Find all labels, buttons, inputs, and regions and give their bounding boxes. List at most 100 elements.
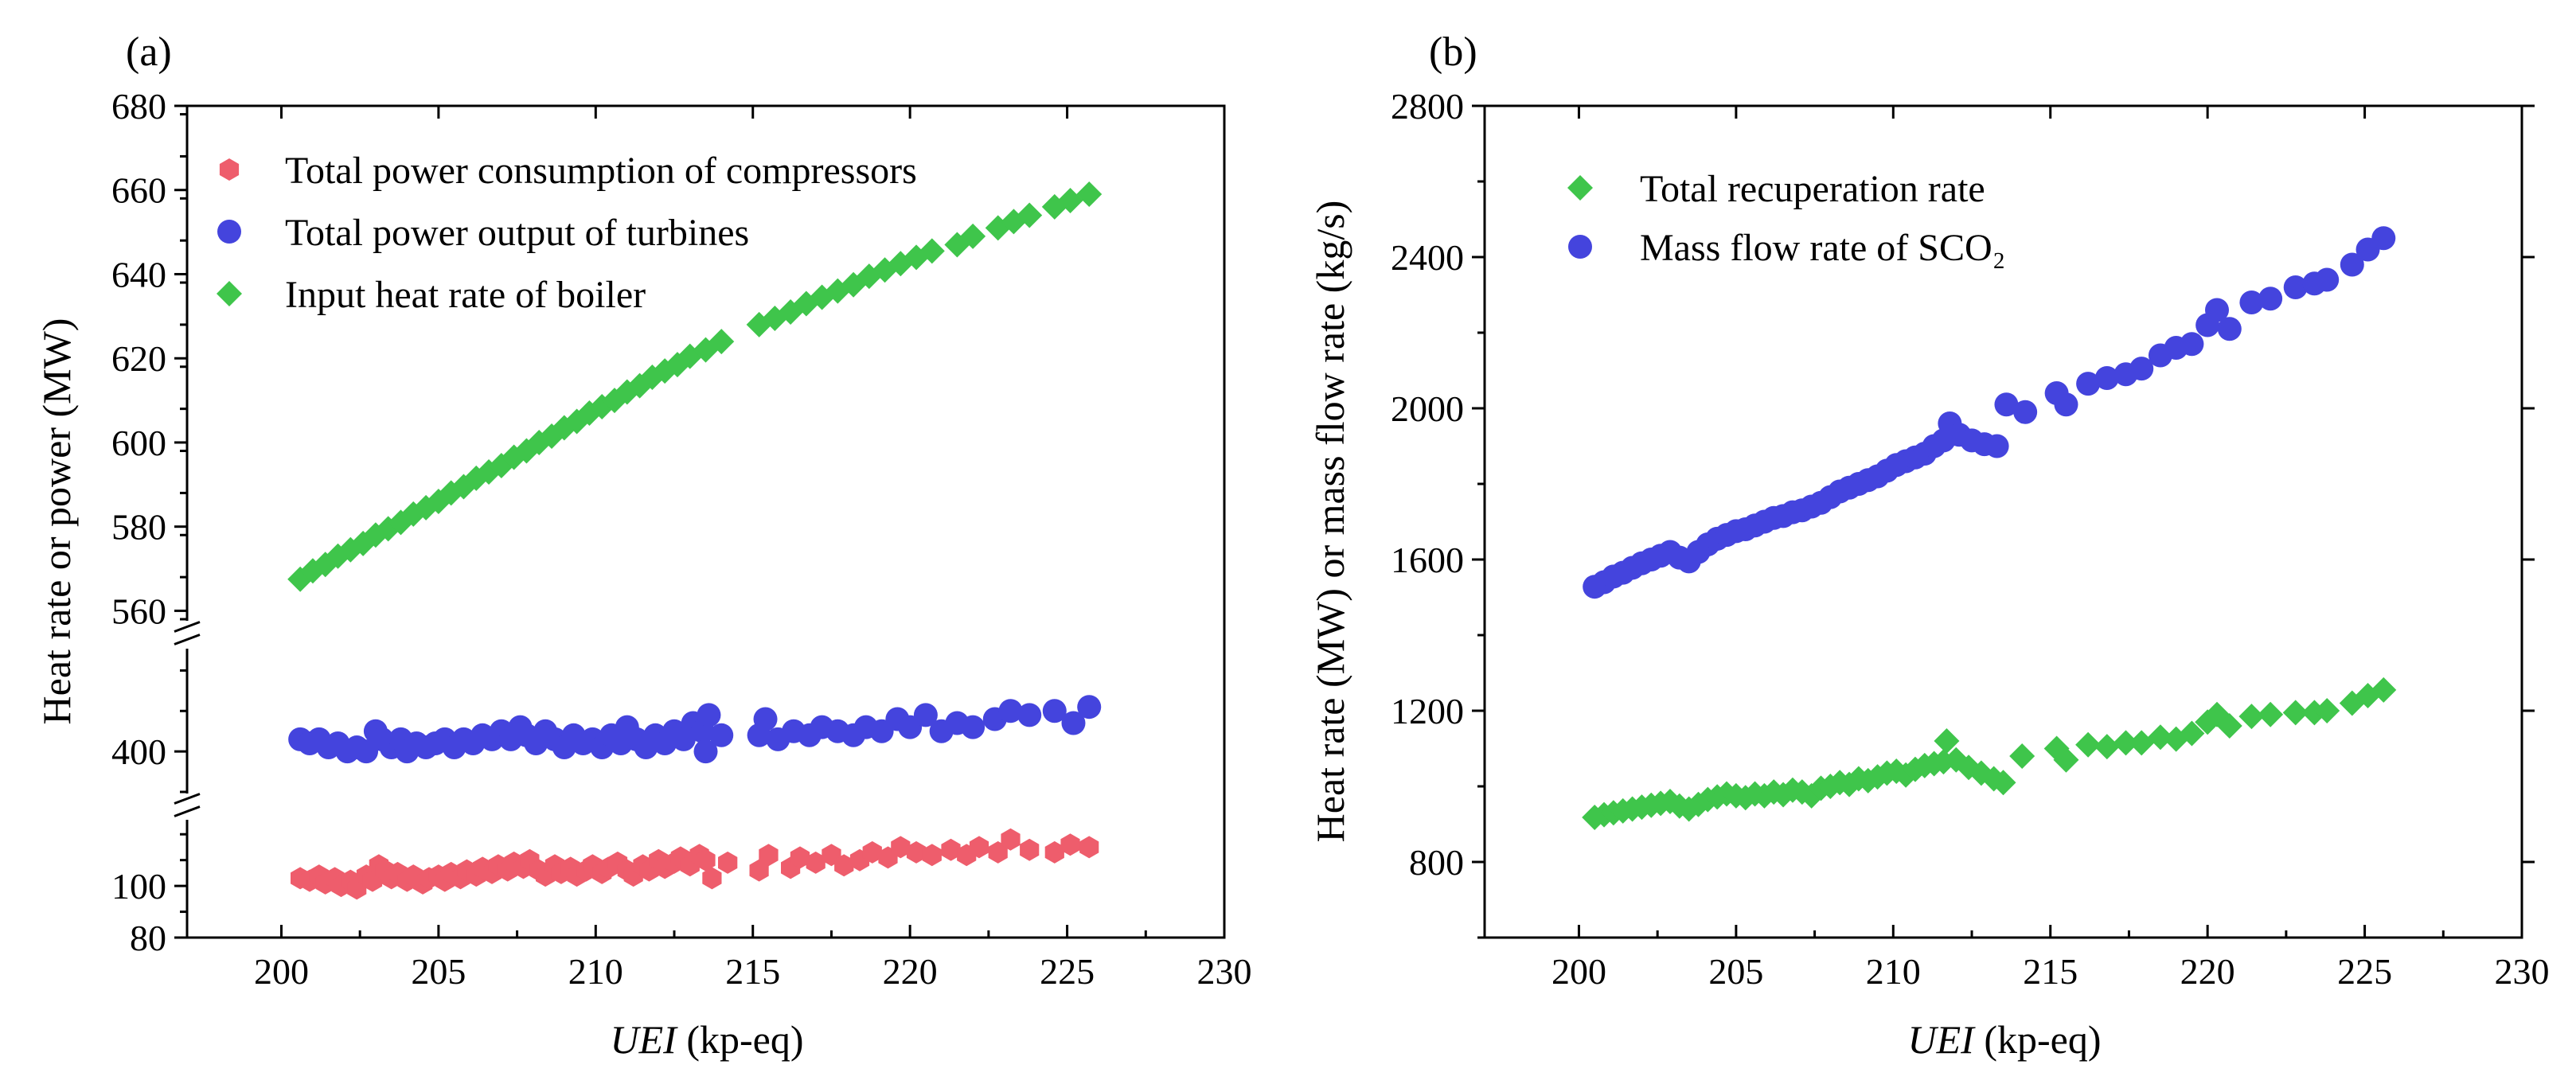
x-tick-label: 225 (1040, 951, 1095, 992)
data-point (2340, 252, 2364, 277)
data-point (969, 836, 989, 859)
axis-break-mark (174, 793, 201, 805)
data-point (2204, 298, 2229, 322)
data-point (753, 707, 778, 731)
data-point (790, 846, 810, 869)
x-tick-label: 210 (568, 951, 623, 992)
data-point (834, 854, 854, 877)
data-point (1079, 836, 1099, 859)
y-tick-label: 1600 (1391, 540, 1464, 580)
panel-b: (b) 200 205 210 215 220 225 230 800 1200 1600 2000… (1308, 29, 2550, 1062)
data-point (1061, 711, 1086, 735)
legend-marker (1568, 235, 1592, 259)
data-point (2282, 700, 2309, 726)
data-point (806, 851, 825, 874)
data-point (759, 844, 779, 867)
x-tick-label: 230 (1197, 951, 1252, 992)
y-tick-label: 80 (130, 918, 166, 958)
x-tick-label: 220 (2180, 951, 2235, 992)
data-point (2076, 372, 2101, 396)
data-point (913, 703, 938, 727)
axis-break-mark (174, 634, 201, 645)
y-tick-label: 400 (111, 731, 166, 772)
data-point (2258, 287, 2283, 311)
y-tick-label: 1200 (1391, 691, 1464, 731)
data-point (1041, 193, 1067, 220)
data-point (2371, 226, 2396, 251)
data-point (941, 838, 961, 861)
x-tick-label: 220 (883, 951, 938, 992)
data-point (2054, 392, 2078, 417)
data-point (696, 848, 716, 872)
data-point (1076, 181, 1103, 208)
x-tick-label: 215 (725, 951, 780, 992)
x-tick-label: 205 (1708, 951, 1763, 992)
y-tick-label: 800 (1409, 842, 1464, 883)
axis-break-mark (174, 805, 201, 817)
panel-a: (a) 200 205 210 215 220 225 230 80 100 400 560 580 6… (34, 29, 1252, 1062)
y-tick-label: 620 (111, 338, 166, 379)
data-point (2075, 731, 2102, 758)
data-point (709, 723, 734, 747)
y-tick-label: 600 (111, 423, 166, 463)
y-tick-label: 660 (111, 170, 166, 211)
legend-marker (217, 281, 242, 306)
panel-a-plot-frame (185, 104, 1226, 939)
data-point (2094, 734, 2120, 760)
data-point (697, 703, 721, 727)
data-point (2009, 743, 2035, 769)
data-point (2283, 275, 2308, 299)
panel-b-plot-frame (1483, 104, 2523, 939)
data-point (2238, 704, 2265, 730)
data-point (891, 836, 911, 859)
data-point (2217, 317, 2242, 341)
data-point (1934, 728, 1960, 754)
panel-a-legend: Total power consumption of compressors T… (217, 150, 917, 316)
legend-entry-turbines: Total power output of turbines (285, 212, 749, 254)
data-point (1017, 703, 1042, 727)
data-point (693, 739, 718, 764)
data-point (2147, 724, 2173, 751)
series-2 (287, 181, 1103, 592)
series-0 (291, 828, 1099, 900)
panel-b-y-axis-title: Heat rate (MW) or mass flow rate (kg/s) (1308, 201, 1352, 843)
legend-entry-recuperation: Total recuperation rate (1640, 168, 1985, 210)
y-tick-label: 2000 (1391, 388, 1464, 429)
data-point (2113, 730, 2139, 756)
x-tick-label: 200 (254, 951, 309, 992)
x-tick-label: 230 (2495, 951, 2550, 992)
data-point (906, 840, 927, 864)
data-point (2180, 332, 2204, 357)
series-1 (1583, 226, 2396, 599)
panel-a-x-axis-title: UEI (kp-eq) (611, 1017, 804, 1062)
y-tick-label: 100 (111, 866, 166, 907)
y-tick-label: 560 (111, 591, 166, 631)
legend-marker (1567, 175, 1593, 201)
legend-entry-boiler: Input heat rate of boiler (285, 274, 646, 316)
data-point (1001, 828, 1021, 851)
panel-b-legend: Total recuperation rate Mass flow rate o… (1567, 168, 2005, 269)
panel-b-label: (b) (1429, 29, 1477, 75)
y-tick-label: 580 (111, 507, 166, 548)
data-point (2129, 357, 2154, 381)
data-point (998, 699, 1023, 723)
data-point (2216, 713, 2242, 739)
legend-entry-sco2-mass-flow: Mass flow rate of SCO₂ (1640, 227, 2005, 269)
data-point (718, 851, 738, 874)
legend-marker (217, 220, 241, 244)
y-tick-label: 640 (111, 254, 166, 294)
series-0 (1582, 677, 2397, 830)
data-point (919, 238, 945, 264)
data-point (2258, 701, 2284, 727)
x-tick-label: 210 (1866, 951, 1921, 992)
y-tick-label: 680 (111, 86, 166, 127)
data-point (702, 867, 722, 890)
data-point (2315, 267, 2340, 292)
data-point (1044, 840, 1064, 864)
data-point (862, 840, 882, 864)
panel-b-x-axis-title: UEI (kp-eq) (1908, 1017, 2102, 1062)
panel-a-y-axis-title: Heat rate or power (MW) (34, 318, 79, 725)
data-point (922, 844, 942, 867)
x-tick-label: 200 (1551, 951, 1606, 992)
